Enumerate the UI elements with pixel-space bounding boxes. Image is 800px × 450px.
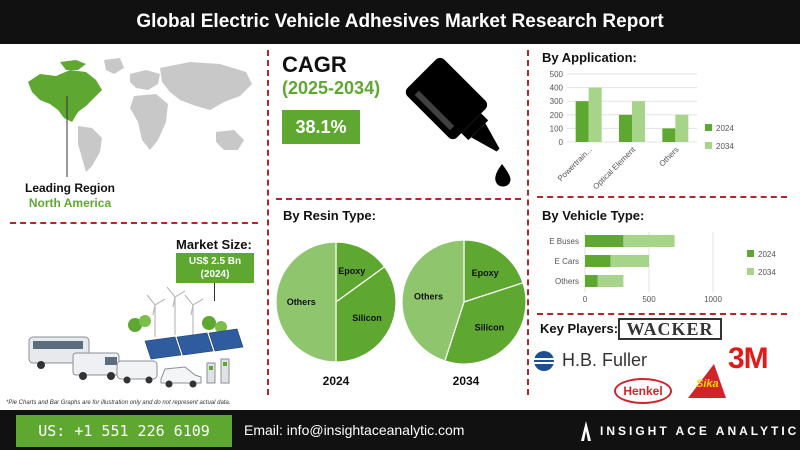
market-size-year: (2024) xyxy=(200,269,230,280)
world-map-icon xyxy=(28,58,252,177)
legend-swatch xyxy=(705,142,712,149)
y-tick-label: E Buses xyxy=(549,237,579,246)
vehicle-bar-chart: 0 500 1000 E Buses E Cars Others 2024 2034 xyxy=(549,232,776,304)
pie-slice xyxy=(335,265,397,363)
y-tick-label: 100 xyxy=(550,124,564,133)
pie-label: Silicon xyxy=(352,313,382,323)
y-tick-label: 500 xyxy=(550,70,564,79)
application-bar-chart: 0 100 200 300 400 500 Powertrain...Optical Ele… xyxy=(550,70,735,192)
bar xyxy=(623,235,675,247)
divider-right xyxy=(527,50,529,395)
bar xyxy=(588,87,602,142)
leading-region-value: North America xyxy=(28,196,112,210)
ev-charging-illustration-icon xyxy=(28,286,244,388)
cagr-title: CAGR xyxy=(282,52,347,77)
divider-right-horizontal-2 xyxy=(537,313,787,315)
x-tick-label: Optical Element xyxy=(591,145,638,192)
bar xyxy=(619,114,632,142)
henkel-logo: Henkel xyxy=(614,378,672,404)
phone-number[interactable]: US: +1 551 226 6109 xyxy=(16,415,232,447)
divider-left xyxy=(267,50,269,395)
bar xyxy=(597,275,624,287)
3m-logo: 3M xyxy=(728,342,769,375)
pie-label: Epoxy xyxy=(472,268,499,278)
pie-label: Silicon xyxy=(475,322,505,332)
cagr-value: 38.1% xyxy=(282,110,360,144)
market-size-pointer xyxy=(214,283,215,301)
sika-logo: Sika xyxy=(696,378,719,390)
insight-ace-logo-icon xyxy=(581,421,591,441)
legend-label: 2024 xyxy=(716,124,734,133)
hb-fuller-logo-icon xyxy=(532,350,556,372)
key-players-label: Key Players: xyxy=(540,321,619,336)
divider-middle-horizontal xyxy=(276,198,521,200)
bar xyxy=(632,101,645,142)
market-size-label: Market Size: xyxy=(176,237,252,252)
pie-2034-title: 2034 xyxy=(452,374,480,388)
pie-slice xyxy=(401,239,465,362)
pie-2024-title: 2024 xyxy=(322,374,350,388)
hb-fuller-logo: H.B. Fuller xyxy=(562,350,648,370)
pie-label: Epoxy xyxy=(338,266,365,276)
resin-pie-2034: Epoxy Silicon Others xyxy=(401,239,527,365)
bar xyxy=(585,255,611,267)
y-tick-label: 300 xyxy=(550,97,564,106)
market-size-value: US$ 2.5 Bn xyxy=(188,256,242,267)
y-tick-label: 400 xyxy=(550,84,564,93)
wacker-logo: WACKER xyxy=(618,318,722,340)
x-tick-label: 500 xyxy=(642,295,656,304)
y-tick-label: E Cars xyxy=(555,257,579,266)
pie-slice xyxy=(444,282,527,365)
pie-slice xyxy=(463,239,524,303)
x-tick-label: 0 xyxy=(583,295,588,304)
divider-left-horizontal xyxy=(10,222,258,224)
y-tick-label: 0 xyxy=(559,138,564,147)
leading-region-label: Leading Region xyxy=(25,181,115,195)
legend-label: 2034 xyxy=(758,268,776,277)
bar xyxy=(662,128,676,142)
legend-swatch xyxy=(747,250,754,257)
disclaimer-text: *Pie Charts and Bar Graphs are for illus… xyxy=(6,400,231,406)
resin-section-title: By Resin Type: xyxy=(283,208,376,223)
pie-slice xyxy=(335,241,386,304)
adhesive-bottle-icon xyxy=(405,57,511,187)
cagr-period: (2025-2034) xyxy=(282,78,381,98)
bar xyxy=(585,275,598,287)
legend-swatch xyxy=(705,124,712,131)
divider-right-horizontal-1 xyxy=(537,196,787,198)
vehicle-section-title: By Vehicle Type: xyxy=(542,208,645,223)
pie-slice xyxy=(275,241,337,363)
bar xyxy=(610,255,649,267)
y-tick-label: Others xyxy=(555,277,579,286)
resin-pie-2024: Epoxy Silicon Others xyxy=(275,241,397,363)
bar xyxy=(575,101,589,142)
brand-name: INSIGHT ACE ANALYTIC xyxy=(600,424,800,438)
application-section-title: By Application: xyxy=(542,50,637,65)
pie-label: Others xyxy=(287,297,316,307)
x-tick-label: 1000 xyxy=(704,295,722,304)
legend-swatch xyxy=(747,268,754,275)
x-tick-label: Powertrain... xyxy=(556,145,594,183)
market-size-badge: US$ 2.5 Bn (2024) xyxy=(176,253,254,283)
legend-label: 2024 xyxy=(758,250,776,259)
legend-label: 2034 xyxy=(716,142,734,151)
sika-logo-icon xyxy=(684,360,730,400)
pie-label: Others xyxy=(414,291,443,301)
bar xyxy=(585,235,624,247)
report-title: Global Electric Vehicle Adhesives Market… xyxy=(0,0,800,44)
x-tick-label: Others xyxy=(657,145,680,168)
email-address[interactable]: Email: info@insightaceanalytic.com xyxy=(244,422,465,438)
bar xyxy=(675,114,689,142)
y-tick-label: 200 xyxy=(550,111,564,120)
